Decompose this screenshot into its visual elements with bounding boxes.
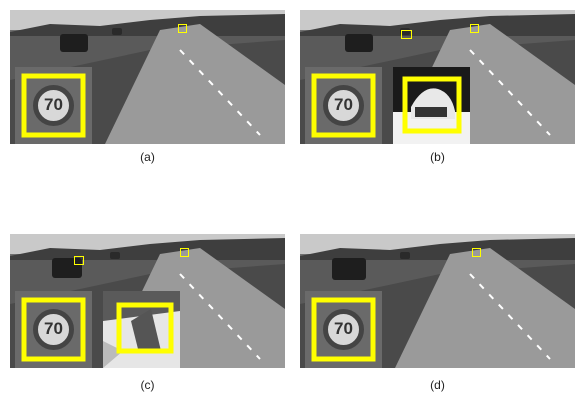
false-positive-inset — [103, 291, 180, 368]
panel-c: 70 — [10, 234, 285, 368]
sign-inset: 70 — [305, 291, 382, 368]
caption-a: (a) — [140, 150, 155, 164]
sign-detection-box — [180, 248, 189, 257]
car-inset — [393, 67, 470, 144]
sign-inset: 70 — [15, 67, 92, 144]
sign-detection-box — [472, 248, 481, 257]
caption-c: (c) — [140, 378, 155, 392]
speed-sign-icon — [305, 67, 382, 144]
sign-speed-value: 70 — [334, 319, 353, 338]
panel-b: 70 — [300, 10, 575, 144]
car-closeup-icon — [393, 67, 470, 144]
sign-speed-value: 70 — [44, 95, 63, 114]
sign-speed-value: 70 — [334, 95, 353, 114]
false-positive-detection-box — [74, 256, 84, 265]
speed-sign-icon — [15, 67, 92, 144]
speed-sign-icon — [15, 291, 92, 368]
sign-speed-value: 70 — [44, 319, 63, 338]
false-positive-closeup-icon — [103, 291, 180, 368]
sign-inset: 70 — [305, 67, 382, 144]
sign-inset: 70 — [15, 291, 92, 368]
caption-b: (b) — [430, 150, 445, 164]
sign-detection-box — [470, 24, 479, 33]
caption-d: (d) — [430, 378, 445, 392]
road-scene — [10, 10, 285, 144]
speed-sign-icon — [305, 291, 382, 368]
car-detection-box — [401, 30, 412, 39]
sign-detection-box — [178, 24, 187, 33]
panel-a: 70 — [10, 10, 285, 144]
panel-d: 70 — [300, 234, 575, 368]
